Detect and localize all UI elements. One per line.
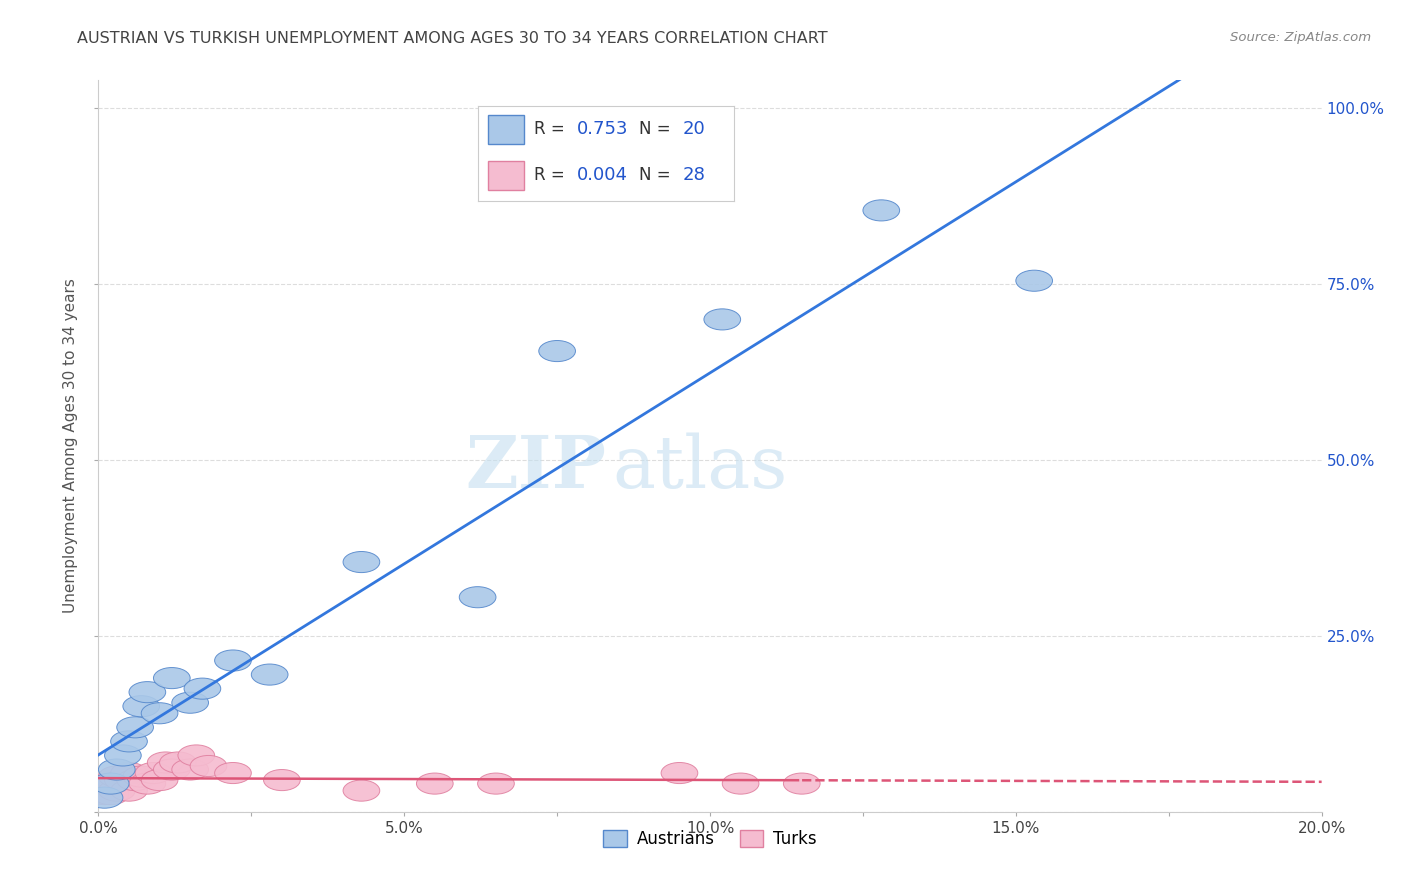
Ellipse shape	[148, 752, 184, 773]
Ellipse shape	[93, 773, 129, 794]
Ellipse shape	[153, 759, 190, 780]
Ellipse shape	[538, 341, 575, 361]
Ellipse shape	[478, 773, 515, 794]
Ellipse shape	[153, 667, 190, 689]
Ellipse shape	[117, 717, 153, 738]
Ellipse shape	[122, 766, 160, 787]
Ellipse shape	[135, 763, 172, 783]
Ellipse shape	[172, 759, 208, 780]
Ellipse shape	[215, 650, 252, 671]
Ellipse shape	[86, 787, 122, 808]
Ellipse shape	[783, 773, 820, 794]
Ellipse shape	[252, 664, 288, 685]
Ellipse shape	[117, 770, 153, 790]
Ellipse shape	[661, 763, 697, 783]
Y-axis label: Unemployment Among Ages 30 to 34 years: Unemployment Among Ages 30 to 34 years	[63, 278, 79, 614]
Legend: Austrians, Turks: Austrians, Turks	[596, 823, 824, 855]
Ellipse shape	[460, 587, 496, 607]
Ellipse shape	[343, 551, 380, 573]
Ellipse shape	[190, 756, 226, 777]
Ellipse shape	[863, 200, 900, 221]
Text: AUSTRIAN VS TURKISH UNEMPLOYMENT AMONG AGES 30 TO 34 YEARS CORRELATION CHART: AUSTRIAN VS TURKISH UNEMPLOYMENT AMONG A…	[77, 31, 828, 46]
Ellipse shape	[141, 703, 179, 723]
Ellipse shape	[343, 780, 380, 801]
Ellipse shape	[184, 678, 221, 699]
Ellipse shape	[179, 745, 215, 766]
Ellipse shape	[129, 773, 166, 794]
Ellipse shape	[704, 309, 741, 330]
Ellipse shape	[111, 780, 148, 801]
Text: atlas: atlas	[612, 433, 787, 503]
Ellipse shape	[160, 752, 197, 773]
Ellipse shape	[86, 777, 122, 797]
Ellipse shape	[723, 773, 759, 794]
Ellipse shape	[98, 780, 135, 801]
Ellipse shape	[141, 770, 179, 790]
Ellipse shape	[98, 759, 135, 780]
Ellipse shape	[129, 681, 166, 703]
Ellipse shape	[93, 773, 129, 794]
Ellipse shape	[104, 770, 141, 790]
Ellipse shape	[93, 783, 129, 805]
Text: Source: ZipAtlas.com: Source: ZipAtlas.com	[1230, 31, 1371, 45]
Ellipse shape	[416, 773, 453, 794]
Text: ZIP: ZIP	[465, 433, 606, 503]
Ellipse shape	[98, 766, 135, 787]
Ellipse shape	[122, 696, 160, 717]
Ellipse shape	[111, 731, 148, 752]
Ellipse shape	[215, 763, 252, 783]
Ellipse shape	[263, 770, 301, 790]
Ellipse shape	[1015, 270, 1053, 292]
Ellipse shape	[104, 745, 141, 766]
Ellipse shape	[172, 692, 208, 714]
Ellipse shape	[111, 763, 148, 783]
Ellipse shape	[86, 783, 122, 805]
